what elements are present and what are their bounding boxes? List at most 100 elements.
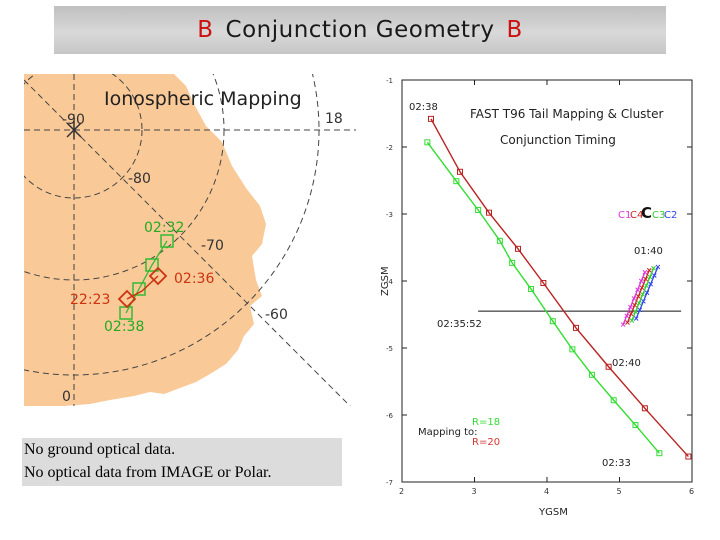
y-tick-label-4: -5: [386, 345, 393, 353]
y-tick-label-0: -1: [386, 77, 393, 85]
grid-label-lat-90: -90: [62, 112, 85, 128]
map-title: Ionospheric Mapping: [104, 88, 302, 110]
sc-3-marker-6: [655, 264, 661, 270]
land-region: [24, 74, 266, 406]
grid-label-mlt-0: 0: [62, 389, 71, 405]
title-banner: B Conjunction Geometry B: [54, 6, 666, 54]
series-line-0: [426, 141, 660, 454]
sc-0-marker-0: [620, 322, 626, 327]
meridian-15: [24, 79, 75, 131]
time-label-2223: 22:23: [70, 292, 110, 308]
start-time-label: 02:38: [409, 102, 438, 113]
y-axis-label: ZGSM: [380, 266, 391, 296]
series-1-point-3: [515, 245, 521, 252]
time-label-0236: 02:36: [174, 271, 214, 287]
sc-2-marker-1: [633, 309, 638, 315]
legend-title: Mapping to:: [418, 427, 478, 438]
latitude-circle-80: [24, 74, 143, 199]
series-1-point-7: [641, 405, 648, 412]
cluster-marker-0236: [148, 266, 168, 286]
series-1-point-6: [605, 363, 612, 370]
end-time-label: 02:33: [602, 458, 631, 469]
chart-title: FAST T96 Tail Mapping & Cluster: [470, 107, 664, 121]
note-line-satellite: No optical data from IMAGE or Polar.: [24, 464, 272, 481]
series-1-point-2: [486, 209, 492, 216]
sc-0-marker-1: [624, 313, 630, 319]
series-0-point-4: [509, 259, 516, 266]
grid-label-lat-60: -60: [265, 307, 288, 323]
series-0-point-6: [549, 318, 556, 325]
series-0-point-2: [475, 206, 482, 213]
y-tick-label-1: -2: [386, 144, 393, 152]
sc-0-marker-4: [635, 287, 640, 293]
series-0-point-3: [496, 237, 503, 244]
y-tick-label-5: -6: [386, 412, 394, 420]
y-tick-label-6: -7: [386, 479, 393, 487]
sc-0-marker-2: [628, 304, 633, 310]
title-mark-left: B: [197, 17, 214, 43]
x-tick-label-3: 5: [617, 487, 622, 496]
cluster-marker-2223: [117, 289, 137, 309]
series-0-point-0: [424, 139, 431, 146]
sc-0-marker-5: [638, 278, 644, 284]
note-line-ground: No ground optical data.: [24, 441, 176, 458]
sc-0-marker-6: [642, 269, 648, 275]
ionospheric-map: Ionospheric Mapping -90 18 -80 -70 -60 0…: [24, 74, 356, 406]
sc-label-c2: C2: [664, 210, 677, 221]
series-1-point-4: [540, 280, 547, 287]
sc-2-marker-5: [647, 274, 653, 280]
sc-1-marker-2: [632, 302, 638, 308]
sc-2-marker-0: [629, 318, 635, 323]
sc-label-main: C: [641, 204, 652, 222]
sc-1-marker-3: [635, 294, 641, 299]
sc-label-c4: C4: [630, 210, 643, 221]
sc-3-marker-5: [651, 273, 657, 278]
sc-1-marker-6: [646, 267, 652, 273]
series-1-point-5: [573, 324, 579, 331]
sc-label-c3: C3: [652, 210, 665, 221]
sc-1-marker-5: [643, 276, 648, 282]
title-mark-right: B: [506, 17, 523, 43]
series-0-point-8: [588, 371, 595, 378]
legend-entry-r20: R=20: [472, 437, 500, 448]
sc-label-c1: C1: [618, 210, 631, 221]
sc-1-marker-4: [639, 285, 645, 291]
sc-time-label-0140: 01:40: [634, 246, 663, 257]
time-label-0232: 02:32: [144, 220, 184, 236]
y-tick-label-2: -3: [386, 211, 393, 219]
x-tick-label-0: 2: [399, 487, 404, 496]
grid-label-mlt-18: 18: [325, 111, 343, 127]
x-axis-label: YGSM: [538, 507, 568, 518]
x-tick-label-4: 6: [689, 487, 694, 496]
series-1-point-0: [428, 115, 434, 122]
series-0-point-9: [610, 397, 617, 404]
pole-marker-icon: [66, 121, 82, 139]
sc-3-marker-1: [637, 307, 643, 313]
sc-3-marker-3: [644, 290, 650, 296]
page-title: Conjunction Geometry: [225, 17, 495, 43]
series-line-1: [430, 118, 689, 458]
series-0-point-7: [569, 346, 576, 353]
sc-2-marker-6: [651, 265, 656, 271]
sc-time-label-0240: 02:40: [612, 358, 641, 369]
sc-1-marker-1: [628, 311, 634, 317]
ref-line-time-label: 02:35:52: [437, 319, 482, 330]
optical-data-note: No ground optical data. No optical data …: [22, 438, 342, 486]
footprint-marker-0232: [160, 234, 174, 248]
tail-mapping-plot-panel: 2 3 4 5 6 -1 -2 -3 -4 -5 -6 -7 FAST T96 Tail Mappin…: [378, 74, 700, 518]
grid-label-lat-70: -70: [201, 238, 224, 254]
sc-0-marker-3: [631, 296, 637, 301]
x-tick-label-2: 4: [544, 487, 549, 496]
tail-mapping-plot: 2 3 4 5 6 -1 -2 -3 -4 -5 -6 -7 FAST T96 Tail Mappin…: [380, 77, 694, 518]
grid-label-lat-80: -80: [128, 171, 151, 187]
y-tick-label-3: -4: [386, 278, 394, 286]
series-1-point-8: [685, 453, 692, 460]
series-0-point-10: [632, 422, 639, 429]
sc-3-marker-2: [641, 298, 646, 304]
sc-2-marker-4: [643, 283, 649, 289]
sc-3-marker-4: [648, 281, 654, 287]
series-1-point-1: [457, 168, 463, 175]
sc-1-marker-0: [625, 320, 630, 325]
sc-2-marker-2: [636, 300, 642, 306]
legend-entry-r18: R=18: [472, 417, 500, 428]
